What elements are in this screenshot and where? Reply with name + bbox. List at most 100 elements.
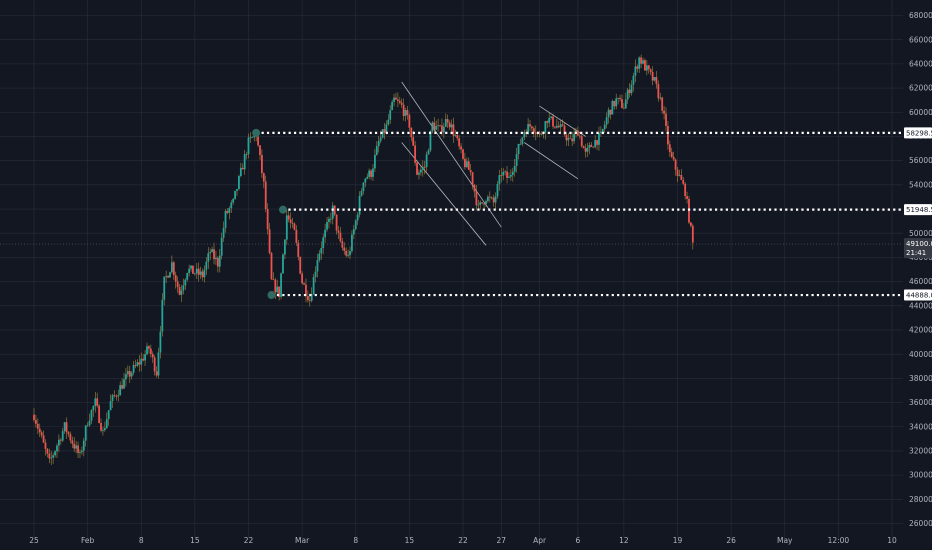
- candle-body: [136, 362, 139, 366]
- candle-body: [121, 385, 123, 389]
- candle-body: [128, 371, 131, 377]
- candle-body: [222, 227, 225, 238]
- candle-body: [157, 352, 160, 376]
- candle-body: [477, 204, 480, 206]
- level-anchor-marker: [267, 291, 276, 300]
- candle-body: [527, 124, 530, 135]
- candle-body: [287, 215, 290, 220]
- candle-body: [234, 190, 236, 199]
- candle-body: [406, 110, 409, 116]
- candle-body: [335, 214, 338, 231]
- candle-body: [636, 66, 639, 69]
- candle-body: [492, 197, 495, 203]
- candle-body: [67, 432, 70, 435]
- candle-body: [328, 218, 330, 223]
- level-price-label: 44888.0: [906, 292, 932, 300]
- candle-body: [515, 154, 518, 166]
- candle-body: [393, 97, 395, 102]
- candle-body: [691, 225, 694, 243]
- candle-body: [442, 126, 445, 133]
- candle-body: [601, 129, 604, 132]
- price-tick-label: 30000.0: [909, 471, 932, 480]
- candle-body: [519, 143, 522, 145]
- time-tick-label: 8: [139, 536, 144, 545]
- candle-body: [261, 155, 263, 174]
- candle-body: [268, 229, 271, 253]
- candle-body: [272, 279, 275, 281]
- candle-body: [387, 119, 390, 125]
- price-tick-label: 28000.0: [909, 495, 932, 504]
- candle-body: [425, 154, 428, 168]
- candle-body: [230, 202, 233, 209]
- candle-body: [578, 135, 581, 137]
- candle-body: [264, 181, 267, 210]
- candle-body: [215, 257, 217, 260]
- candle-body: [310, 294, 313, 301]
- candle-body: [360, 191, 363, 196]
- candle-body: [282, 254, 284, 274]
- candle-body: [632, 75, 635, 85]
- candle-body: [686, 196, 688, 199]
- time-tick-label: 8: [353, 536, 358, 545]
- time-tick-label: 12: [619, 536, 629, 545]
- candle-body: [446, 119, 449, 123]
- candle-body: [103, 428, 106, 431]
- candle-body: [75, 445, 78, 449]
- candle-body: [148, 346, 150, 349]
- candlestick-series: [33, 54, 694, 466]
- candle-body: [590, 144, 593, 147]
- candle-body: [239, 167, 242, 176]
- candle-body: [172, 262, 175, 275]
- candle-body: [249, 137, 252, 139]
- candle-body: [665, 113, 667, 126]
- candle-body: [667, 125, 669, 145]
- candle-body: [577, 130, 579, 136]
- candle-body: [607, 109, 610, 118]
- candle-body: [343, 247, 346, 251]
- candle-body: [670, 152, 673, 157]
- candle-body: [366, 176, 369, 179]
- candle-body: [414, 145, 417, 163]
- price-tick-label: 66000.0: [909, 35, 932, 44]
- candle-body: [494, 196, 497, 203]
- candle-body: [429, 131, 432, 151]
- candle-body: [142, 358, 145, 361]
- candle-body: [126, 371, 129, 375]
- candle-body: [651, 71, 654, 81]
- candle-body: [205, 261, 208, 270]
- price-tick-label: 62000.0: [909, 84, 932, 93]
- candle-body: [421, 166, 424, 170]
- candle-body: [396, 99, 399, 101]
- price-tick-label: 68000.0: [909, 11, 932, 20]
- candle-body: [174, 274, 177, 282]
- candle-body: [195, 268, 198, 274]
- candle-body: [456, 135, 459, 139]
- candle-body: [483, 203, 485, 205]
- candle-body: [96, 398, 99, 406]
- candle-body: [571, 138, 574, 142]
- candle-body: [678, 175, 681, 176]
- candle-body: [331, 205, 334, 219]
- candle-body: [462, 149, 464, 159]
- candle-body: [40, 432, 43, 436]
- candle-body: [199, 271, 202, 275]
- candle-body: [444, 119, 447, 127]
- candle-body: [657, 84, 660, 99]
- candle-body: [347, 255, 349, 256]
- candle-body: [322, 237, 325, 248]
- candle-body: [33, 414, 35, 421]
- candle-body: [504, 171, 507, 173]
- candle-body: [280, 273, 282, 297]
- candle-body: [645, 65, 648, 71]
- candle-body: [182, 285, 185, 291]
- time-axis[interactable]: 25 Feb 8 15 22 Mar 8 15 22 27 Apr 6 12 19 26 May 12:00 10: [29, 536, 897, 545]
- trendline: [401, 81, 502, 228]
- candle-body: [592, 146, 595, 148]
- candle-body: [423, 166, 426, 168]
- candle-body: [404, 110, 407, 116]
- candle-body: [469, 169, 472, 173]
- candle-body: [563, 125, 566, 135]
- candle-body: [291, 222, 294, 224]
